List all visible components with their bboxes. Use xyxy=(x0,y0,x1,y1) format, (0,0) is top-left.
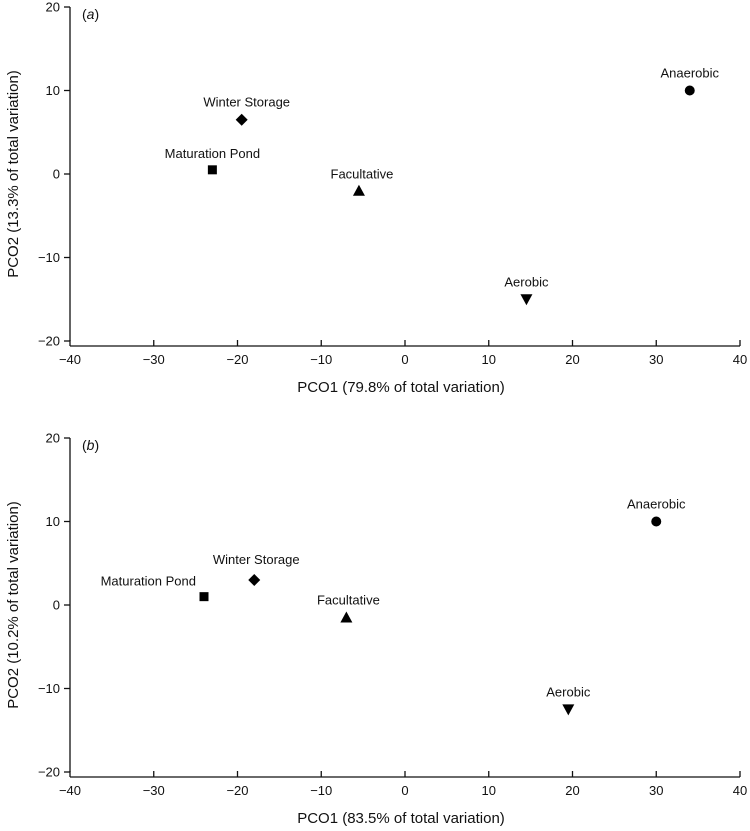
x-tick-label: −10 xyxy=(310,783,332,798)
panel-b: −20 −10 0 10 20 −40 −30 −20 −10 0 10 20 30 40 PCO1 (83… xyxy=(5,431,747,828)
x-tick-label: −20 xyxy=(226,783,248,798)
x-tick-label: 30 xyxy=(649,352,663,367)
x-axis-title: PCO1 (79.8% of total variation) xyxy=(297,379,505,396)
x-tick-label: −40 xyxy=(59,352,81,367)
point-anaerobic xyxy=(651,516,662,527)
x-tick-label: −30 xyxy=(143,783,165,798)
point-facultative xyxy=(340,611,353,623)
x-tick-label: 10 xyxy=(482,352,496,367)
point-label-facultative: Facultative xyxy=(331,167,394,182)
point-label-maturation-pond: Maturation Pond xyxy=(165,146,260,161)
panel-label: (a) xyxy=(82,6,99,22)
point-winter-storage xyxy=(235,113,248,126)
point-maturation-pond xyxy=(207,165,217,175)
x-tick-label: 20 xyxy=(565,783,579,798)
point-label-maturation-pond: Maturation Pond xyxy=(101,574,196,589)
x-tick-label: 0 xyxy=(401,352,408,367)
x-tick-label: −30 xyxy=(143,352,165,367)
y-tick-label: −10 xyxy=(38,250,60,265)
y-tick-label: −10 xyxy=(38,681,60,696)
x-tick-label: 0 xyxy=(401,783,408,798)
y-axis-title: PCO2 (13.3% of total variation) xyxy=(5,70,22,278)
y-tick-label: −20 xyxy=(38,334,60,349)
y-tick-label: 20 xyxy=(46,0,60,15)
y-tick-label: 0 xyxy=(53,598,60,613)
x-tick-label: −40 xyxy=(59,783,81,798)
point-label-anaerobic: Anaerobic xyxy=(627,497,686,512)
x-axis-title: PCO1 (83.5% of total variation) xyxy=(297,810,505,827)
point-label-aerobic: Aerobic xyxy=(504,274,549,289)
point-anaerobic xyxy=(684,85,695,96)
point-label-winter-storage: Winter Storage xyxy=(213,552,300,567)
point-aerobic xyxy=(520,294,533,306)
point-label-aerobic: Aerobic xyxy=(546,684,591,699)
y-tick-label: −20 xyxy=(38,765,60,780)
y-tick-label: 10 xyxy=(46,514,60,529)
y-axis-title: PCO2 (10.2% of total variation) xyxy=(5,501,22,709)
point-aerobic xyxy=(562,704,575,716)
point-label-facultative: Facultative xyxy=(317,593,380,608)
point-facultative xyxy=(352,184,365,196)
x-tick-label: −20 xyxy=(226,352,248,367)
x-tick-label: 20 xyxy=(565,352,579,367)
y-tick-label: 0 xyxy=(53,167,60,182)
panel-a: −20 −10 0 10 20 −40 −30 −20 −10 0 10 20 30 40 PCO1 (79… xyxy=(5,0,747,396)
point-winter-storage xyxy=(248,573,261,586)
x-tick-label: 10 xyxy=(482,783,496,798)
y-tick-label: 10 xyxy=(46,83,60,98)
x-tick-label: −10 xyxy=(310,352,332,367)
panel-label: (b) xyxy=(82,437,99,453)
point-label-anaerobic: Anaerobic xyxy=(660,66,719,81)
x-tick-label: 30 xyxy=(649,783,663,798)
point-label-winter-storage: Winter Storage xyxy=(203,95,290,110)
x-tick-label: 40 xyxy=(733,352,747,367)
x-tick-label: 40 xyxy=(733,783,747,798)
y-tick-label: 20 xyxy=(46,431,60,446)
point-maturation-pond xyxy=(199,592,209,602)
